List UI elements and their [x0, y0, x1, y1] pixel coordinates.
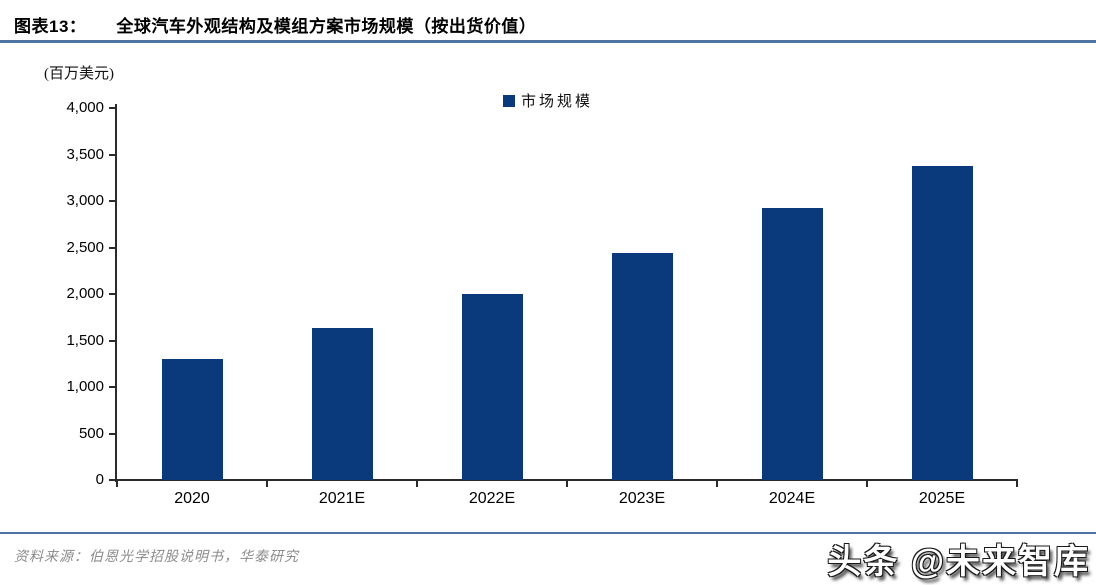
bar-2021E — [311, 328, 373, 480]
legend-swatch-icon — [503, 94, 515, 107]
y-tick-mark — [109, 293, 115, 295]
source-text: 资料来源：伯恩光学招股说明书，华泰研究 — [14, 550, 299, 565]
x-tick-label-2025E: 2025E — [918, 490, 966, 507]
x-tick-mark — [716, 481, 718, 487]
x-tick-label-2022E: 2022E — [468, 490, 516, 507]
chart-legend: 市场规模 — [503, 90, 593, 111]
watermark-text: 头条 @未来智库 — [827, 543, 1090, 581]
y-tick-mark — [109, 432, 115, 435]
x-tick-label-2024E: 2024E — [768, 490, 816, 507]
y-tick-label: 3,500 — [66, 145, 104, 163]
x-tick-label-2023E: 2023E — [618, 490, 666, 507]
y-tick-label: 4,000 — [66, 99, 104, 116]
x-tick-label-2020: 2020 — [174, 490, 210, 507]
y-tick-mark — [109, 200, 115, 202]
y-tick-label: 500 — [78, 424, 104, 442]
y-axis-unit-label: (百万美元) — [44, 66, 114, 82]
y-axis-line — [115, 104, 117, 482]
x-tick-mark — [566, 481, 568, 487]
y-tick-mark — [109, 153, 115, 156]
y-tick-mark — [109, 339, 115, 342]
bar-2024E — [761, 208, 823, 480]
legend-label: 市场规模 — [521, 94, 594, 110]
bar-2025E — [911, 165, 973, 480]
x-tick-mark — [866, 481, 868, 487]
x-tick-mark — [266, 481, 268, 487]
footer-divider-line — [0, 532, 1096, 534]
bar-2023E — [611, 253, 673, 480]
y-tick-label: 2,000 — [66, 285, 104, 302]
y-tick-label: 2,500 — [66, 238, 104, 256]
y-tick-mark — [109, 246, 115, 249]
x-tick-mark — [1016, 481, 1018, 487]
figure-header: 图表13： 全球汽车外观结构及模组方案市场规模（按出货价值） — [14, 12, 536, 37]
x-tick-label-2021E: 2021E — [318, 490, 366, 507]
header-divider-line — [0, 40, 1096, 43]
y-tick-label: 1,500 — [66, 331, 104, 349]
x-tick-mark — [416, 481, 418, 487]
figure-label: 图表13： — [14, 17, 87, 36]
bar-2022E — [461, 294, 523, 480]
y-tick-label: 1,000 — [66, 378, 104, 395]
plot-area — [117, 108, 1017, 480]
y-tick-label: 3,000 — [66, 192, 104, 209]
x-axis-line — [110, 479, 1018, 481]
figure-title: 全球汽车外观结构及模组方案市场规模（按出货价值） — [116, 17, 537, 36]
x-tick-mark — [116, 481, 118, 487]
y-tick-mark — [109, 107, 115, 109]
y-tick-mark — [109, 386, 115, 388]
bar-2020 — [161, 359, 223, 480]
y-tick-label: 0 — [95, 471, 104, 488]
y-tick-mark — [109, 479, 115, 481]
